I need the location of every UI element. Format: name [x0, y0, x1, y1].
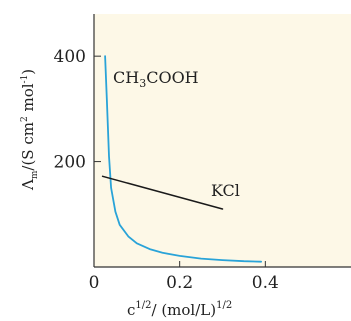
x-tick-label-2: 0.4: [252, 273, 279, 293]
x-tick-label-1: 0.2: [166, 273, 193, 293]
series-label-ch3cooh: CH3COOH: [113, 68, 199, 90]
y-tick-label-0: 200: [54, 153, 86, 173]
x-axis-label: c1/2/ (mol/L)1/2: [127, 300, 232, 319]
x-tick-label-0: 0: [89, 273, 100, 293]
plot-area: [94, 14, 351, 267]
y-tick-label-1: 400: [54, 47, 86, 67]
series-label-kcl: KCl: [211, 181, 240, 200]
series-line-ch3cooh: [104, 55, 262, 263]
series-line-kcl: [101, 175, 224, 210]
y-axis-label: Λm/(S cm2 mol-1): [19, 69, 40, 191]
